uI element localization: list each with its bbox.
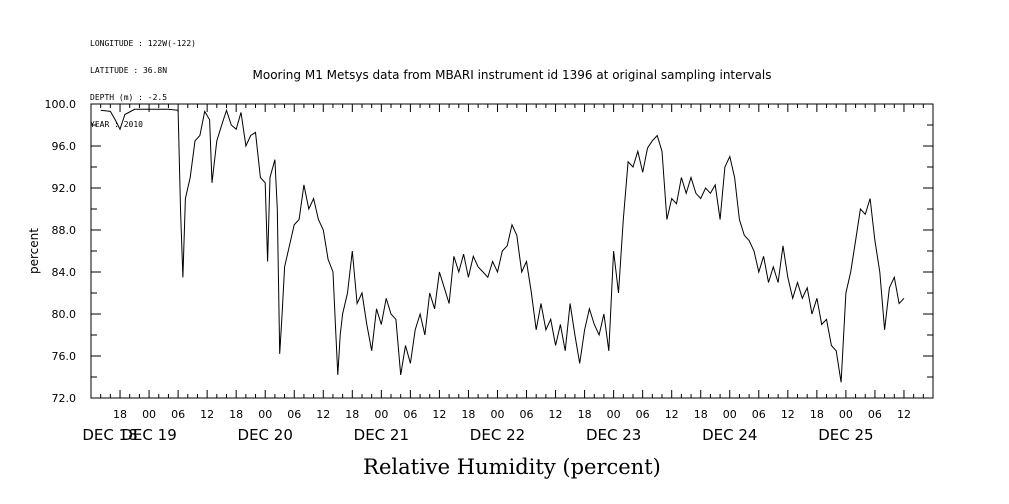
- humidity-series-line: [100, 108, 905, 383]
- x-date-label: DEC 22: [470, 426, 525, 444]
- x-hour-label: 00: [142, 408, 156, 421]
- x-hour-label: 12: [897, 408, 911, 421]
- x-date-label: DEC 18: [82, 426, 137, 444]
- y-tick-label: 80.0: [52, 308, 77, 321]
- y-tick-label: 88.0: [52, 224, 77, 237]
- x-hour-label: 06: [868, 408, 882, 421]
- x-hour-label: 12: [781, 408, 795, 421]
- y-axis-label: percent: [27, 228, 41, 274]
- x-date-label: DEC 20: [238, 426, 293, 444]
- x-date-label: DEC 21: [354, 426, 409, 444]
- x-date-label: DEC 25: [818, 426, 873, 444]
- x-hour-label: 18: [345, 408, 359, 421]
- y-tick-label: 72.0: [52, 392, 77, 405]
- x-hour-label: 00: [374, 408, 388, 421]
- y-tick-label: 84.0: [52, 266, 77, 279]
- x-hour-label: 00: [258, 408, 272, 421]
- x-hour-label: 18: [113, 408, 127, 421]
- chart-title: Mooring M1 Metsys data from MBARI instru…: [252, 68, 772, 82]
- x-hour-label: 00: [607, 408, 621, 421]
- year-label: YEAR : 2010: [90, 120, 143, 129]
- y-tick-label: 76.0: [52, 350, 77, 363]
- depth-label: DEPTH (m) : -2.5: [90, 93, 168, 102]
- x-hour-label: 18: [461, 408, 475, 421]
- x-hour-label: 12: [200, 408, 214, 421]
- x-hour-label: 00: [839, 408, 853, 421]
- x-axis-label: Relative Humidity (percent): [363, 455, 661, 479]
- y-tick-label: 96.0: [52, 140, 77, 153]
- x-hour-label: 06: [287, 408, 301, 421]
- x-date-label: DEC 23: [586, 426, 641, 444]
- x-hour-label: 12: [316, 408, 330, 421]
- x-date-label: DEC 19: [121, 426, 176, 444]
- x-hour-label: 12: [432, 408, 446, 421]
- x-hour-label: 06: [752, 408, 766, 421]
- x-hour-label: 00: [490, 408, 504, 421]
- plot-frame: [90, 103, 934, 399]
- x-hour-label: 06: [636, 408, 650, 421]
- y-tick-label: 92.0: [52, 182, 77, 195]
- y-tick-label: 100.0: [45, 98, 77, 111]
- x-hour-label: 06: [520, 408, 534, 421]
- x-hour-label: 06: [403, 408, 417, 421]
- x-hour-label: 12: [665, 408, 679, 421]
- x-hour-label: 00: [723, 408, 737, 421]
- x-hour-label: 12: [549, 408, 563, 421]
- longitude-label: LONGITUDE : 122W(-122): [90, 39, 196, 48]
- x-hour-label: 18: [694, 408, 708, 421]
- x-hour-label: 06: [171, 408, 185, 421]
- x-hour-label: 18: [578, 408, 592, 421]
- x-date-label: DEC 24: [702, 426, 757, 444]
- x-hour-label: 18: [229, 408, 243, 421]
- x-hour-label: 18: [810, 408, 824, 421]
- station-metadata: LONGITUDE : 122W(-122) LATITUDE : 36.8N …: [90, 21, 196, 138]
- latitude-label: LATITUDE : 36.8N: [90, 66, 168, 75]
